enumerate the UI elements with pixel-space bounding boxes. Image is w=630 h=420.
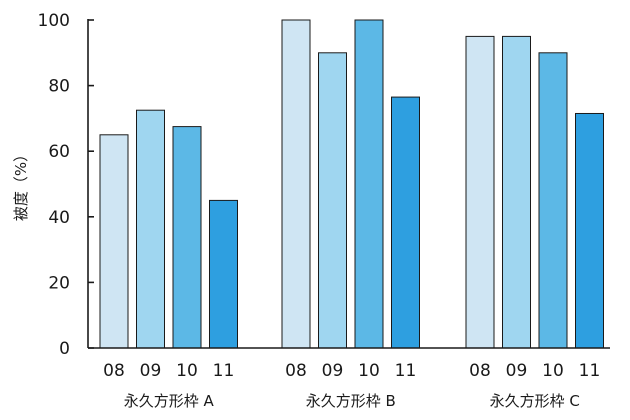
y-tick-label: 60 xyxy=(48,142,70,162)
y-tick-label: 100 xyxy=(38,11,70,31)
axes-layer xyxy=(87,19,610,349)
bar xyxy=(318,52,347,349)
bar xyxy=(209,199,238,349)
bar xyxy=(354,19,384,349)
group-label: 永久方形枠 C xyxy=(490,392,580,410)
x-tick-label: 11 xyxy=(579,361,601,381)
x-tick-label: 08 xyxy=(469,361,491,381)
bar xyxy=(281,19,311,349)
group-label: 永久方形枠 B xyxy=(306,392,396,410)
x-ticks: 08 09 10 11 08 09 10 11 08 09 10 11 xyxy=(103,361,600,381)
bar xyxy=(391,96,420,349)
bar xyxy=(575,112,604,349)
bar xyxy=(172,126,202,349)
bar xyxy=(465,35,495,349)
y-axis-label: 被度（%） xyxy=(12,147,30,221)
bar xyxy=(99,134,129,349)
y-tick-label: 0 xyxy=(59,339,70,359)
x-tick-label: 10 xyxy=(542,361,564,381)
x-tick-label: 10 xyxy=(358,361,380,381)
bar xyxy=(538,52,568,349)
y-ticks: 0 20 40 60 80 100 xyxy=(38,11,94,359)
x-tick-label: 10 xyxy=(176,361,198,381)
x-tick-label: 09 xyxy=(140,361,162,381)
group-label: 永久方形枠 A xyxy=(124,392,215,410)
y-tick-label: 20 xyxy=(48,273,70,293)
x-tick-label: 09 xyxy=(322,361,344,381)
x-tick-label: 11 xyxy=(213,361,235,381)
bars-layer xyxy=(99,19,604,349)
x-tick-label: 08 xyxy=(103,361,125,381)
group-labels: 永久方形枠 A 永久方形枠 B 永久方形枠 C xyxy=(124,392,580,410)
bar xyxy=(502,35,531,349)
x-tick-label: 11 xyxy=(395,361,417,381)
x-tick-label: 08 xyxy=(285,361,307,381)
bar xyxy=(136,109,165,349)
y-tick-label: 80 xyxy=(48,77,70,97)
x-tick-label: 09 xyxy=(506,361,528,381)
y-tick-label: 40 xyxy=(48,208,70,228)
